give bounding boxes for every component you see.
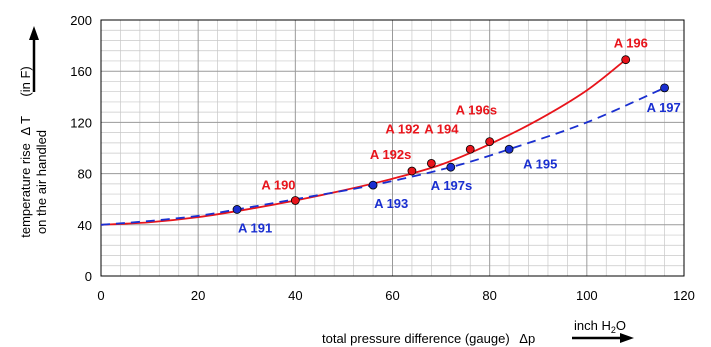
x-axis-label-main: total pressure difference (gauge)	[322, 331, 510, 346]
data-point-label: A 195	[523, 156, 557, 171]
plot-frame	[100, 19, 685, 277]
y-axis-label-symbol: Δ T	[18, 116, 33, 136]
data-point-label: A 197s	[431, 178, 472, 193]
y-axis-label-unit: (in F)	[18, 66, 33, 96]
y-tick-label: 80	[78, 167, 92, 182]
x-tick-label: 120	[673, 288, 695, 303]
data-point	[446, 162, 456, 172]
x-axis-arrow	[572, 333, 634, 343]
series-line-2	[100, 87, 665, 226]
series-lines	[100, 58, 665, 226]
x-tick-label: 100	[576, 288, 598, 303]
data-point-label: A 190	[261, 177, 295, 192]
x-tick-label: 60	[385, 288, 399, 303]
data-point	[426, 158, 436, 168]
data-point	[485, 137, 495, 147]
x-unit-sub: 2	[611, 325, 616, 335]
x-unit-base: inch H	[574, 318, 611, 333]
data-point	[504, 144, 514, 154]
data-point-label: A 191	[238, 220, 272, 235]
point-labels: A 190 A 192s A 192 A 194 A 196s A 196 A 191 A 1…	[238, 36, 681, 236]
data-point	[407, 166, 417, 176]
x-tick-label: 40	[288, 288, 302, 303]
y-tick-label: 40	[78, 218, 92, 233]
data-point-label: A 193	[374, 196, 408, 211]
data-point	[660, 83, 669, 93]
data-point-label: A 196s	[456, 103, 497, 118]
data-point	[290, 196, 300, 205]
x-axis-label-symbol: Δp	[519, 331, 535, 346]
data-point-label: A 192	[385, 121, 419, 136]
x-tick-label: 80	[482, 288, 496, 303]
series-points	[232, 55, 669, 214]
svg-text:temperature rise Δ T: temperature rise Δ T (in F)	[18, 66, 33, 238]
y-axis-label-line1: temperature rise	[18, 143, 33, 238]
y-tick-label: 200	[70, 13, 92, 28]
y-tick-label: 120	[70, 115, 92, 130]
data-point	[465, 144, 475, 154]
x-tick-labels: 0 20 40 60 80 100 120	[97, 288, 694, 303]
x-axis-unit: inch H2O	[574, 318, 626, 335]
data-point	[232, 205, 242, 214]
y-tick-label: 160	[70, 64, 92, 79]
y-axis-title: temperature rise Δ T (in F) on the air h…	[18, 66, 49, 238]
y-tick-labels: 0 40 80 120 160 200	[70, 13, 92, 284]
data-point-label: A 194	[424, 121, 459, 136]
data-point	[621, 55, 631, 65]
data-point-label: A 192s	[370, 147, 411, 162]
data-point-label: A 196	[614, 36, 648, 51]
data-point-label: A 197	[647, 100, 681, 115]
y-axis-arrow	[29, 26, 39, 92]
y-tick-label: 0	[85, 269, 92, 284]
x-unit-tail: O	[616, 318, 626, 333]
y-axis-label-line2: on the air handled	[34, 130, 49, 234]
x-tick-label: 0	[97, 288, 104, 303]
data-point	[368, 180, 378, 190]
series-line-1	[100, 58, 627, 226]
x-tick-label: 20	[191, 288, 205, 303]
x-axis-title: total pressure difference (gauge) Δp	[322, 331, 535, 346]
